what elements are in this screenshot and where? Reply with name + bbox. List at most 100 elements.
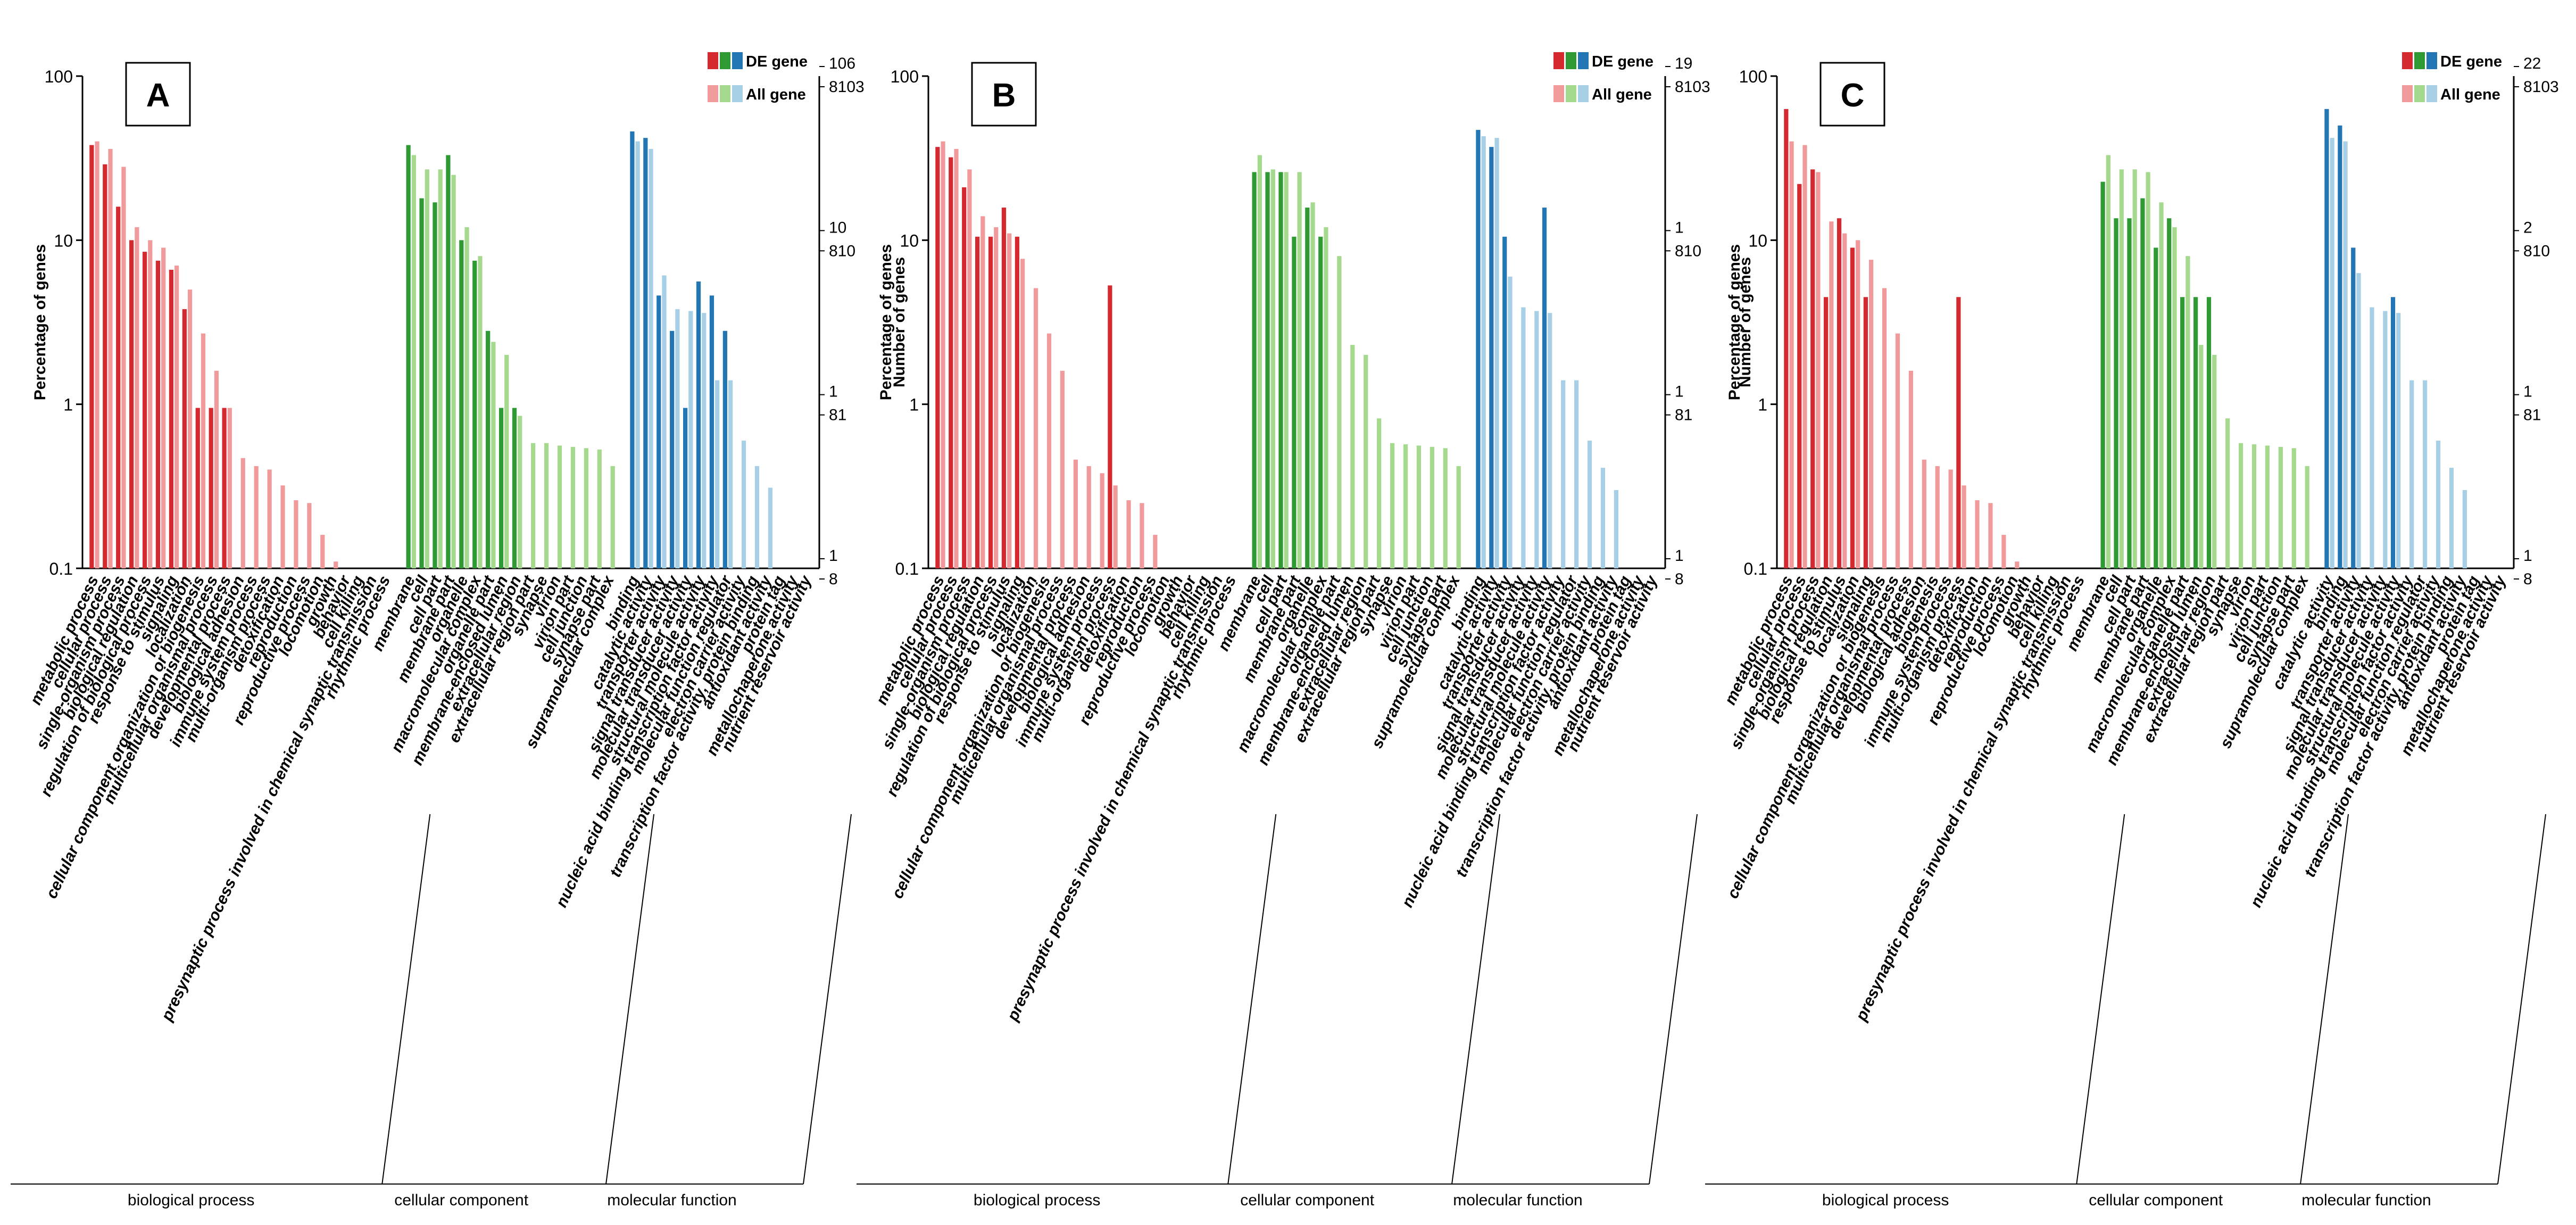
- group-label-cellular-component: cellular component: [394, 1191, 528, 1209]
- bar-all-structural-molecule-activity: [1548, 313, 1552, 568]
- bar-all-cell: [1270, 169, 1275, 569]
- bar-all-molecular-function-regulator: [728, 380, 733, 568]
- bar-all-signal-transducer-activity: [1521, 307, 1526, 568]
- bar-all-detoxification: [1126, 500, 1131, 568]
- bar-all-reproductive-process: [1153, 535, 1158, 568]
- bar-all-reproduction: [294, 500, 298, 568]
- bar-all-single-organism-process: [121, 167, 126, 568]
- bar-de-organelle: [459, 240, 464, 568]
- bar-all-signaling: [174, 266, 179, 569]
- bar-all-cellular-process: [954, 148, 959, 568]
- legend-swatch: [2414, 85, 2425, 102]
- bar-de-macromolecular-complex: [472, 260, 477, 569]
- bar-de-membrane: [2100, 181, 2105, 568]
- bar-all-membrane: [2106, 155, 2110, 568]
- legend-swatch: [732, 85, 743, 102]
- bar-de-macromolecular-complex: [1318, 236, 1323, 569]
- bar-de-membrane-part: [446, 155, 451, 568]
- bar-all-virion: [2251, 444, 2257, 568]
- bar-de-localization: [182, 309, 187, 568]
- right-tick-de: 2: [2523, 219, 2532, 236]
- right-tick-de: 22: [2523, 55, 2541, 72]
- bar-all-multi-organism-process: [1113, 485, 1118, 568]
- legend-label: DE gene: [2440, 53, 2502, 70]
- legend-all-gene: All gene: [708, 85, 806, 103]
- bar-all-cell-part: [2132, 169, 2137, 569]
- bar-all-reproductive-process: [2001, 535, 2006, 568]
- bar-all-multi-organism-process: [1962, 485, 1966, 568]
- right-tick-de: 19: [1675, 55, 1692, 72]
- bar-all-catalytic-activity: [649, 148, 653, 568]
- bar-de-membrane-part: [1292, 236, 1297, 569]
- bar-all-cell: [2119, 169, 2124, 569]
- bar-de-transporter-activity: [1502, 236, 1507, 569]
- bar-de-metabolic-process: [935, 147, 940, 568]
- group-bracket-diagonal: [1451, 814, 1501, 1185]
- bar-all-organelle-part: [2186, 256, 2190, 568]
- bar-all-organelle-part: [1337, 256, 1342, 568]
- bar-de-cellular-process: [103, 164, 107, 568]
- bar-all-reproduction: [1140, 503, 1144, 568]
- bar-all-biological-adhesion: [1922, 459, 1926, 568]
- bar-all-signaling: [1869, 260, 1874, 568]
- bar-all-molecular-function-regulator: [1574, 380, 1579, 568]
- group-label-molecular-function: molecular function: [1453, 1191, 1582, 1209]
- bar-de-nucleic-acid-binding-transcription-factor-activity: [709, 295, 714, 568]
- bar-all-biological-regulation: [980, 216, 985, 568]
- bar-de-membrane: [1252, 172, 1257, 569]
- right-tick-de: 1: [2523, 547, 2532, 565]
- bar-all-signaling: [1020, 259, 1025, 568]
- group-label-molecular-function: molecular function: [2301, 1191, 2431, 1209]
- bar-all-reproduction: [1988, 503, 1993, 568]
- bar-all-molecular-transducer-activity: [1534, 311, 1539, 568]
- right-tick-all: 8103: [2523, 78, 2559, 96]
- bar-de-organelle: [2154, 247, 2158, 568]
- panel-b: 100 10 1 0.1 19 1 1 1 8103 810 81 8 Percentage of ge…: [857, 52, 1754, 1209]
- y-tick-label: 0.1: [895, 559, 919, 578]
- legend-swatch: [1578, 52, 1589, 69]
- right-tick-de: 1: [1675, 547, 1684, 565]
- bar-all-transcription-factor-activity-protein-binding: [754, 466, 760, 568]
- bar-all-nucleic-acid-binding-transcription-factor-activity: [2409, 380, 2414, 568]
- bar-de-binding: [1476, 130, 1481, 569]
- bar-de-organelle-part: [486, 330, 491, 568]
- y-tick-label: 0.1: [49, 559, 73, 578]
- bar-de-regulation-of-biological-process: [142, 252, 147, 568]
- bar-all-synapse: [1390, 443, 1395, 568]
- right-tick-all: 810: [829, 242, 855, 260]
- bar-all-response-to-stimulus: [1842, 233, 1847, 569]
- bar-all-multicellular-organismal-process: [1895, 333, 1900, 568]
- bar-de-transporter-activity: [2351, 247, 2356, 568]
- bar-all-membrane: [1257, 155, 1262, 568]
- bar-all-biological-regulation: [1829, 221, 1834, 568]
- bar-all-developmental-process: [227, 408, 232, 568]
- bar-all-nucleic-acid-binding-transcription-factor-activity: [1561, 380, 1566, 568]
- y-axis-title-left: Percentage of genes: [877, 244, 895, 400]
- bar-de-binding: [2338, 125, 2342, 569]
- bar-all-supramolecular-complex: [1456, 466, 1461, 568]
- bar-de-structural-molecule-activity: [696, 281, 701, 568]
- panel-label-box: [1819, 62, 1885, 127]
- bar-all-cell: [425, 169, 429, 569]
- legend-swatch: [720, 85, 730, 102]
- bar-de-cell-part: [1278, 172, 1283, 569]
- bar-all-biological-adhesion: [1086, 466, 1091, 568]
- bar-de-biological-regulation: [1824, 297, 1829, 568]
- bar-all-regulation-of-biological-process: [148, 240, 153, 568]
- bar-de-structural-molecule-activity: [1542, 208, 1547, 569]
- bar-all-cell-junction: [2278, 446, 2283, 568]
- bar-de-extracellular-region: [512, 408, 517, 568]
- y-tick-label: 1: [63, 395, 73, 415]
- bar-all-nucleic-acid-binding-transcription-factor-activity: [715, 380, 720, 568]
- bar-de-cell: [419, 198, 424, 569]
- bar-all-signal-transducer-activity: [2370, 307, 2374, 568]
- legend-all-gene: All gene: [2402, 85, 2500, 103]
- legend-swatch: [708, 52, 718, 69]
- group-bracket-diagonal: [803, 814, 852, 1185]
- bar-all-synapse-part: [597, 449, 602, 568]
- bar-de-cell: [1265, 172, 1270, 569]
- legend-swatch: [1566, 52, 1576, 69]
- bar-all-antioxidant-activity: [768, 487, 772, 568]
- bar-all-supramolecular-complex: [610, 466, 615, 568]
